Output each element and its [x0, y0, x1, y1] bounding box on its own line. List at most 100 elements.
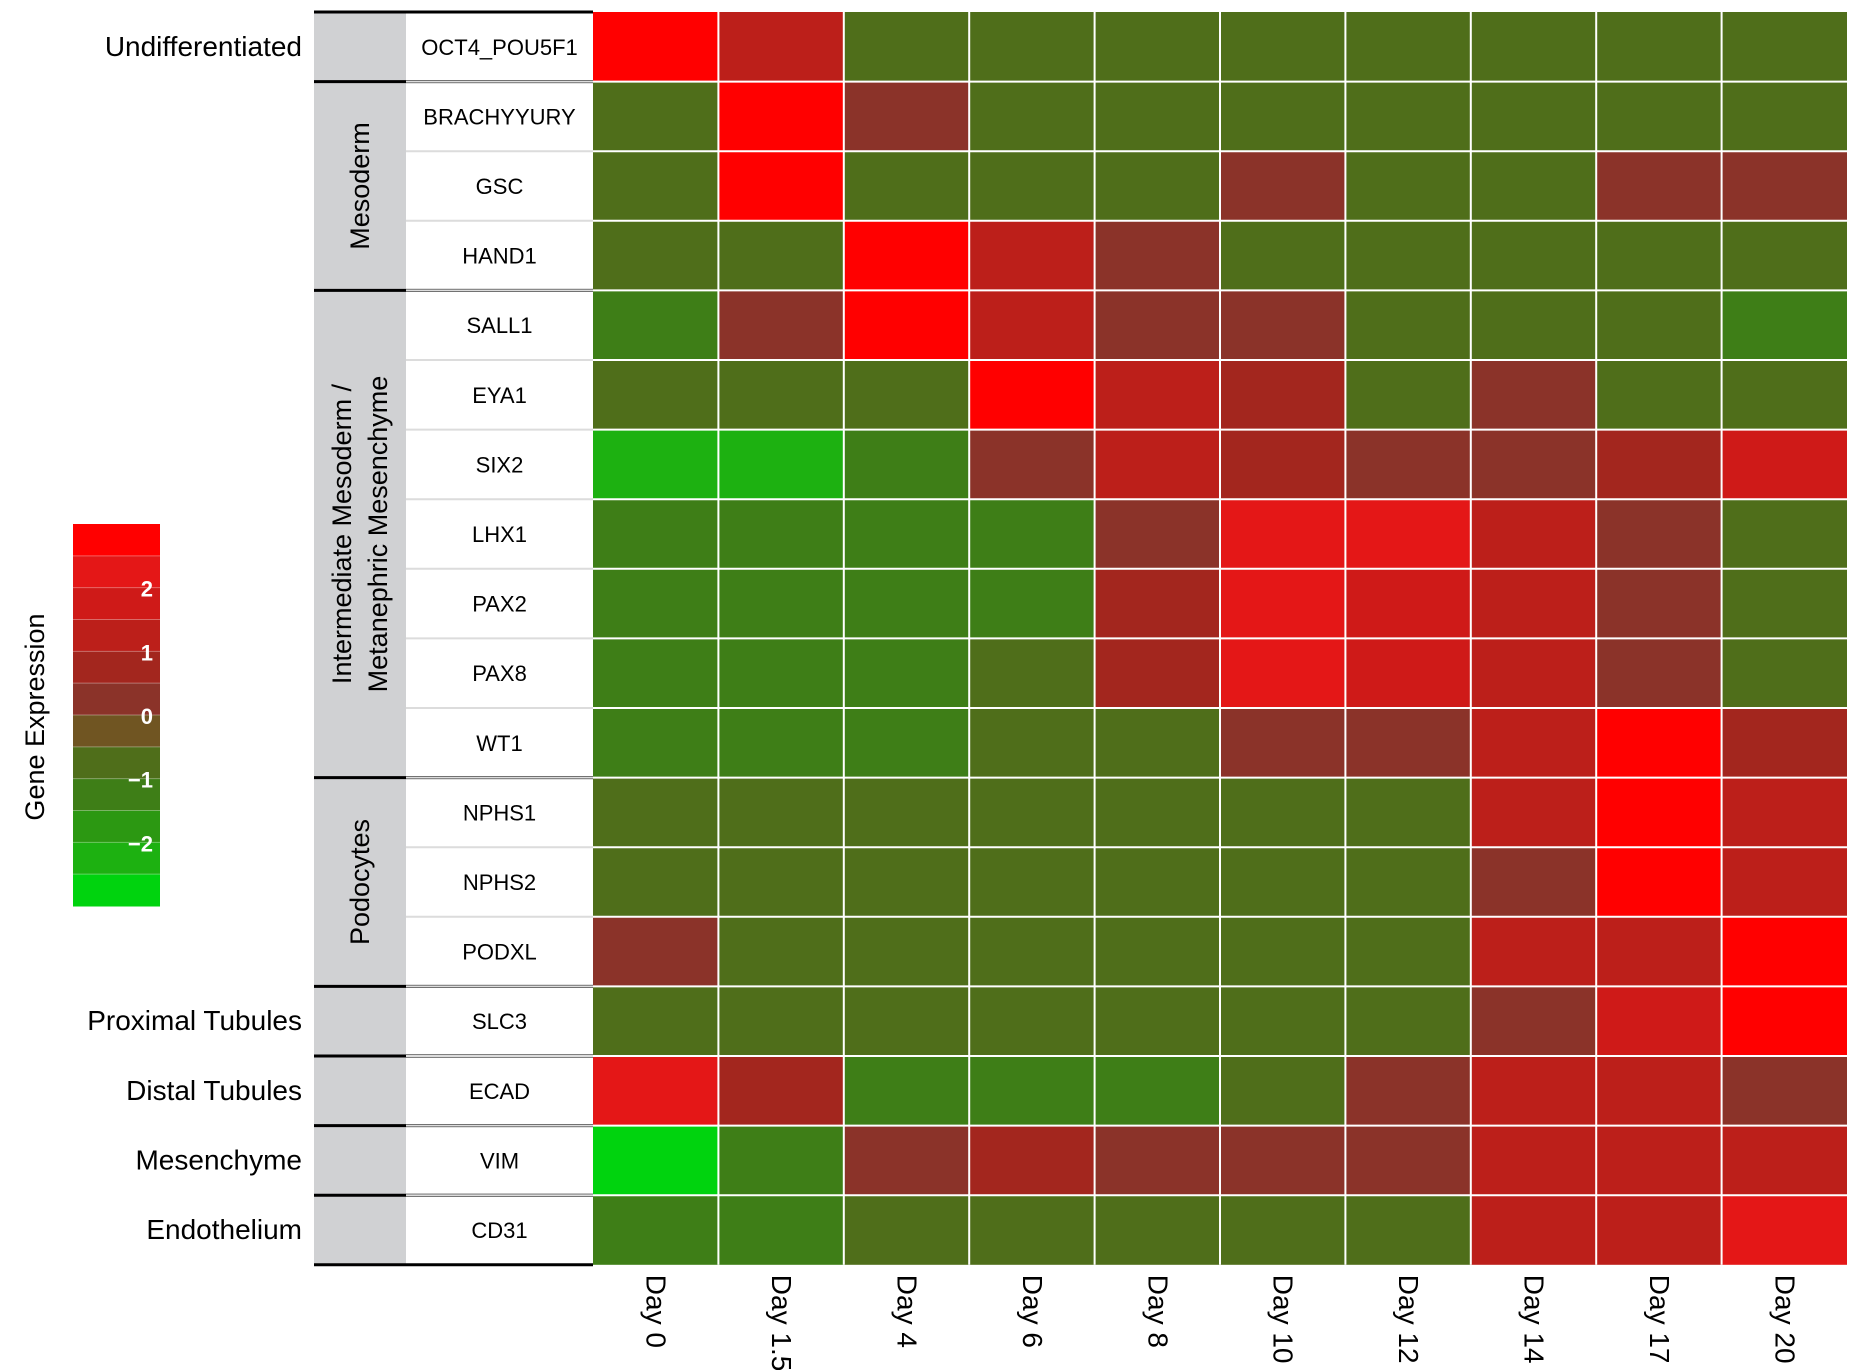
heatmap-cell: [1094, 81, 1220, 152]
heatmap-cell: [1596, 847, 1722, 917]
heatmap-cell: [1470, 916, 1597, 987]
heatmap-cell: [718, 429, 844, 500]
heatmap-cell: [1470, 81, 1597, 152]
heatmap-cell: [1596, 916, 1722, 987]
heatmap-cell: [1094, 429, 1220, 500]
heatmap-cell: [1094, 151, 1220, 221]
legend-swatch: [73, 524, 160, 557]
heatmap-cell: [593, 568, 719, 639]
group-label: Distal Tubules: [126, 1075, 302, 1106]
heatmap-cell: [1470, 1056, 1597, 1126]
heatmap-cell: [1220, 568, 1346, 639]
legend-tick-label: −1: [128, 768, 153, 793]
heatmap-cell: [1220, 638, 1346, 708]
heatmap-cell: [1596, 151, 1722, 221]
legend-tick-label: 0: [141, 704, 153, 729]
heatmap-cell: [969, 568, 1095, 639]
heatmap-cell: [1470, 777, 1597, 848]
heatmap-cell: [593, 220, 719, 291]
heatmap-cell: [969, 360, 1095, 430]
heatmap-cell: [593, 429, 719, 500]
column-label: Day 0: [641, 1275, 672, 1348]
heatmap-cell: [1596, 220, 1722, 291]
heatmap-cell: [969, 916, 1095, 987]
heatmap-cell: [593, 638, 719, 708]
heatmap-cell: [843, 220, 970, 291]
heatmap-cell: [1470, 290, 1597, 360]
heatmap-cell: [1721, 1125, 1847, 1196]
heatmap-cell: [1345, 290, 1471, 360]
heatmap-cell: [593, 986, 719, 1056]
heatmap-cell: [1721, 847, 1847, 917]
group-label: Metanephric Mesenchyme: [363, 376, 393, 693]
group-label: Mesenchyme: [135, 1144, 302, 1175]
heatmap-cell: [1220, 290, 1346, 360]
group-label: Undifferentiated: [105, 31, 302, 62]
column-label: Day 1.5: [766, 1275, 797, 1370]
legend-swatch: [73, 651, 160, 684]
heatmap-cell: [718, 290, 844, 360]
heatmap-cell: [843, 708, 970, 778]
heatmap-cell: [1345, 1125, 1471, 1196]
heatmap-cell: [593, 847, 719, 917]
heatmap-cell: [1721, 708, 1847, 778]
heatmap-cell: [1470, 151, 1597, 221]
row-labels: OCT4_POU5F1 BRACHYYURY GSC HAND1 SALL1 EYA1 SI…: [406, 35, 593, 1243]
heatmap-cell: [1094, 568, 1220, 639]
heatmap-cell: [718, 986, 844, 1056]
gene-label: OCT4_POU5F1: [421, 35, 578, 60]
heatmap-cell: [843, 568, 970, 639]
heatmap-cell: [843, 12, 970, 82]
group-label: Endothelium: [146, 1214, 302, 1245]
heatmap-cell: [1470, 638, 1597, 708]
column-label: Day 6: [1017, 1275, 1048, 1348]
heatmap-cell: [843, 1056, 970, 1126]
heatmap-cell: [593, 499, 719, 569]
heatmap-cell: [843, 360, 970, 430]
heatmap-cell: [1345, 429, 1471, 500]
gene-label: HAND1: [462, 244, 537, 269]
heatmap-cell: [1596, 360, 1722, 430]
heatmap-cell: [1721, 916, 1847, 987]
heatmap-cell: [718, 499, 844, 569]
heatmap-cell: [843, 1125, 970, 1196]
heatmap-cell: [1721, 499, 1847, 569]
heatmap-cell: [1094, 290, 1220, 360]
heatmap-cell: [718, 638, 844, 708]
heatmap-cell: [1721, 220, 1847, 291]
heatmap-cell: [1596, 638, 1722, 708]
heatmap-cell: [1721, 360, 1847, 430]
heatmap-cell: [969, 81, 1095, 152]
heatmap-cell: [1094, 360, 1220, 430]
heatmap-cell: [593, 1125, 719, 1196]
legend-swatch: [73, 587, 160, 620]
group-label: Proximal Tubules: [87, 1005, 302, 1036]
heatmap-cell: [1721, 12, 1847, 82]
heatmap-cell: [843, 429, 970, 500]
heatmap-cell: [718, 777, 844, 848]
heatmap-cell: [1345, 777, 1471, 848]
gene-label: NPHS1: [463, 800, 536, 825]
heatmap-cell: [969, 1125, 1095, 1196]
column-label: Day 17: [1644, 1275, 1675, 1364]
legend-swatch: [73, 619, 160, 652]
heatmap-cell: [1470, 986, 1597, 1056]
gene-label: ECAD: [469, 1079, 530, 1104]
heatmap-cell: [1345, 499, 1471, 569]
legend-swatch: [73, 842, 160, 875]
heatmap-cell: [1721, 638, 1847, 708]
heatmap-cell: [593, 1056, 719, 1126]
heatmap-cell: [1470, 708, 1597, 778]
gene-label: CD31: [471, 1218, 527, 1243]
heatmap-cell: [718, 81, 844, 152]
column-label: Day 10: [1268, 1275, 1299, 1364]
heatmap-cell: [969, 986, 1095, 1056]
gene-label: PAX2: [472, 592, 527, 617]
heatmap-cell: [1596, 1056, 1722, 1126]
heatmap-cell: [1220, 360, 1346, 430]
gene-label: GSC: [476, 174, 524, 199]
heatmap-cell: [1721, 429, 1847, 500]
heatmap-cell: [969, 12, 1095, 82]
heatmap-cell: [1596, 290, 1722, 360]
heatmap-cell: [1470, 220, 1597, 291]
